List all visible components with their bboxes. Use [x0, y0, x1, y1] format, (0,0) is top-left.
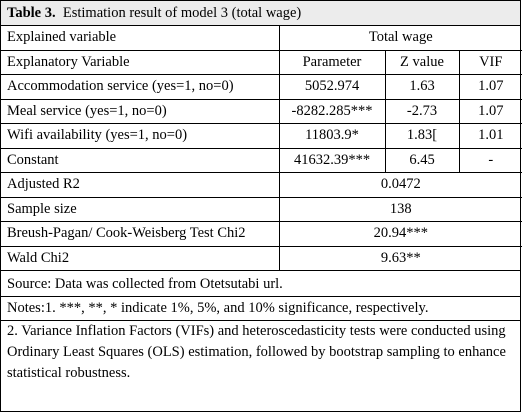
- variable-name: Meal service (yes=1, no=0): [1, 98, 279, 124]
- stat-row: Adjusted R2 0.0472: [1, 172, 522, 197]
- explained-variable-label: Explained variable: [7, 29, 117, 46]
- stat-value: 9.63**: [278, 245, 522, 270]
- table-row: Wifi availability (yes=1, no=0) 11803.9*…: [1, 123, 522, 148]
- table-row: Constant 41632.39*** 6.45 -: [1, 147, 522, 173]
- vif-header: VIF: [458, 49, 522, 75]
- source-note: Source: Data was collected from Otetsuta…: [7, 276, 283, 292]
- variable-name: Constant: [1, 147, 279, 173]
- explained-variable-row: Explained variable Total wage: [1, 26, 522, 50]
- z-value: -2.73: [384, 98, 459, 124]
- z-value: 6.45: [384, 147, 459, 173]
- stat-value: 0.0472: [278, 172, 522, 197]
- stat-label: Adjusted R2: [1, 172, 279, 197]
- stat-label: Sample size: [1, 196, 279, 222]
- vif-value: 1.01: [458, 123, 522, 148]
- table-notes: Source: Data was collected from Otetsuta…: [1, 270, 520, 384]
- parameter-header: Parameter: [278, 49, 385, 75]
- significance-note: Notes:1. ***, **, * indicate 1%, 5%, and…: [7, 300, 429, 316]
- z-value-header: Z value: [384, 49, 459, 75]
- estimation-table: Explained variable Total wage Explanator…: [1, 26, 522, 270]
- stat-row: Breush-Pagan/ Cook-Weisberg Test Chi2 20…: [1, 221, 522, 246]
- vif-method-note: 2. Variance Inflation Factors (VIFs) and…: [7, 323, 506, 381]
- parameter-value: -8282.285***: [278, 98, 385, 124]
- vif-value: -: [458, 147, 522, 173]
- table-caption-text: Estimation result of model 3 (total wage…: [62, 5, 302, 21]
- z-value: 1.83[: [384, 123, 459, 148]
- notes-block: Notes:1. ***, **, * indicate 1%, 5%, and…: [1, 296, 520, 320]
- table-row: Meal service (yes=1, no=0) -8282.285*** …: [1, 98, 522, 124]
- vif-value: 1.07: [458, 98, 522, 124]
- table-caption: Table 3. Estimation result of model 3 (t…: [1, 1, 520, 26]
- variable-name: Accommodation service (yes=1, no=0): [1, 74, 279, 99]
- stat-row: Sample size 138: [1, 196, 522, 222]
- vif-value: 1.07: [458, 74, 522, 99]
- stat-label: Wald Chi2: [1, 245, 279, 270]
- parameter-value: 5052.974: [278, 74, 385, 99]
- notes-block-2: 2. Variance Inflation Factors (VIFs) and…: [1, 320, 520, 384]
- explained-variable-value: Total wage: [278, 26, 522, 50]
- stat-value: 20.94***: [278, 221, 522, 246]
- table-row: Accommodation service (yes=1, no=0) 5052…: [1, 74, 522, 99]
- explanatory-variable-header: Explanatory Variable: [1, 49, 279, 75]
- stat-row: Wald Chi2 9.63**: [1, 245, 522, 270]
- table-caption-label: Table 3.: [7, 5, 56, 21]
- stat-value: 138: [278, 196, 522, 222]
- variable-name: Wifi availability (yes=1, no=0): [1, 123, 279, 148]
- stat-label: Breush-Pagan/ Cook-Weisberg Test Chi2: [1, 221, 279, 246]
- column-header-row: Explanatory Variable Parameter Z value V…: [1, 49, 522, 75]
- parameter-value: 41632.39***: [278, 147, 385, 173]
- z-value: 1.63: [384, 74, 459, 99]
- parameter-value: 11803.9*: [278, 123, 385, 148]
